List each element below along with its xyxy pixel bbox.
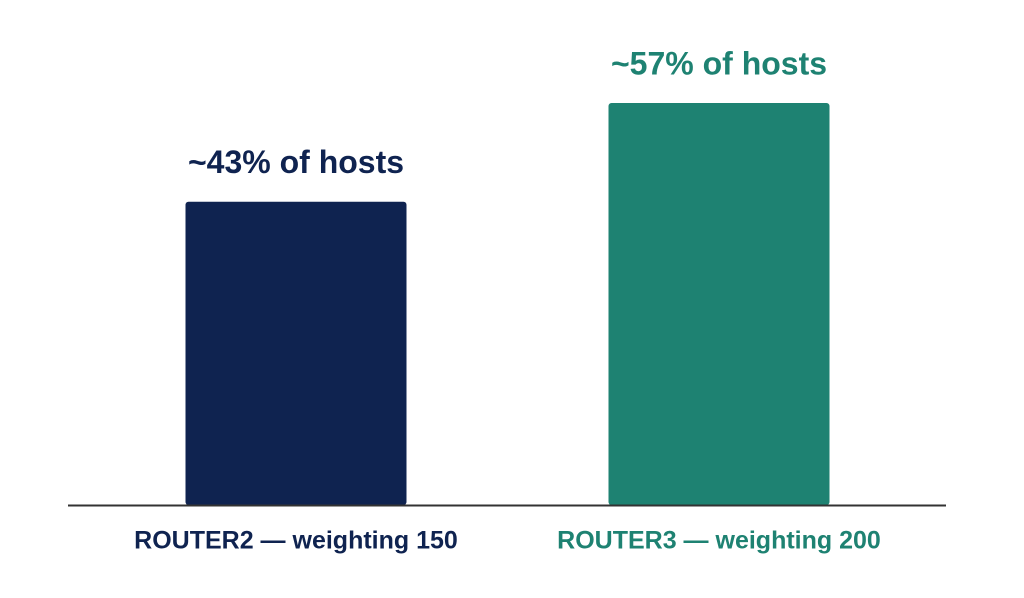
plot: ~43% of hosts ROUTER2 — weighting 150 ~57%… [134,45,881,554]
bar [608,103,830,505]
value-label: ~43% of hosts [188,144,404,180]
bar [185,201,407,505]
value-label: ~57% of hosts [611,45,827,81]
category-label: ROUTER2 — weighting 150 [134,527,458,555]
category-label: ROUTER3 — weighting 200 [557,527,881,555]
